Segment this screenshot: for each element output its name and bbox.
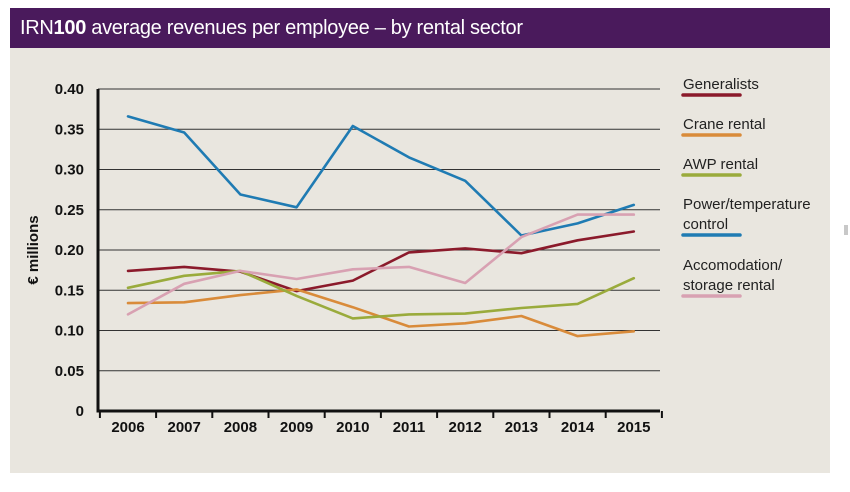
series-lines (126, 115, 636, 338)
x-tick-label: 2008 (224, 419, 257, 436)
chart-title: IRN100 average revenues per employee – b… (20, 17, 523, 40)
legend-label: Power/temperature (683, 196, 811, 213)
y-tick-label: 0.40 (55, 81, 84, 98)
y-tick-label: 0.10 (55, 323, 84, 340)
chart-title-prefix: IRN (20, 17, 54, 39)
x-tick-label: 2009 (280, 419, 313, 436)
x-tick-label: 2006 (111, 419, 144, 436)
series-line (126, 269, 636, 320)
legend-label: Crane rental (683, 116, 766, 133)
x-tick-labels: 2006 2007 2008 2009 2010 2011 2012 2013 2014 2015 (111, 419, 650, 436)
y-tick-label: 0.25 (55, 202, 84, 219)
series-line (126, 115, 636, 237)
legend-item: Generalists (681, 76, 759, 97)
y-tick-label: 0.30 (55, 162, 84, 179)
legend-item: AWP rental (681, 156, 758, 177)
legend-label: storage rental (683, 277, 775, 294)
legend-item: Power/temperature control (681, 196, 811, 237)
y-tick-label: 0.15 (55, 282, 84, 299)
series-line (126, 213, 636, 316)
title-bar: IRN100 average revenues per employee – b… (10, 8, 830, 48)
x-tick-label: 2012 (449, 419, 482, 436)
x-tick-label: 2013 (505, 419, 538, 436)
chart-panel (10, 8, 830, 473)
legend-label: Accomodation/ (683, 257, 783, 274)
y-tick-label: 0.35 (55, 121, 84, 138)
chart-title-bold: 100 (53, 17, 87, 39)
axes (96, 89, 663, 418)
scroll-edge (844, 225, 848, 235)
series-line (126, 288, 636, 338)
y-tick-label: 0.20 (55, 242, 84, 259)
x-tick-label: 2015 (617, 419, 650, 436)
y-tick-label: 0 (76, 403, 84, 420)
gridlines (98, 88, 660, 372)
chart-title-rest: average revenues per employee – by renta… (86, 17, 523, 39)
x-tick-label: 2011 (393, 419, 426, 436)
legend-label: Generalists (683, 76, 759, 93)
x-tick-label: 2014 (561, 419, 595, 436)
y-axis-label: € millions (25, 215, 42, 284)
y-tick-labels: 0 0.05 0.10 0.15 0.20 0.25 0.30 0.35 0.40 (55, 81, 84, 420)
series-line (126, 230, 636, 293)
legend-item: Accomodation/storage rental (681, 257, 783, 298)
legend: Generalists Crane rental AWP rental Power/t… (681, 76, 811, 298)
legend-label: control (683, 216, 728, 233)
legend-item: Crane rental (681, 116, 766, 137)
legend-label: AWP rental (683, 156, 758, 173)
x-tick-label: 2007 (168, 419, 201, 436)
y-tick-label: 0.05 (55, 363, 84, 380)
x-tick-label: 2010 (336, 419, 369, 436)
